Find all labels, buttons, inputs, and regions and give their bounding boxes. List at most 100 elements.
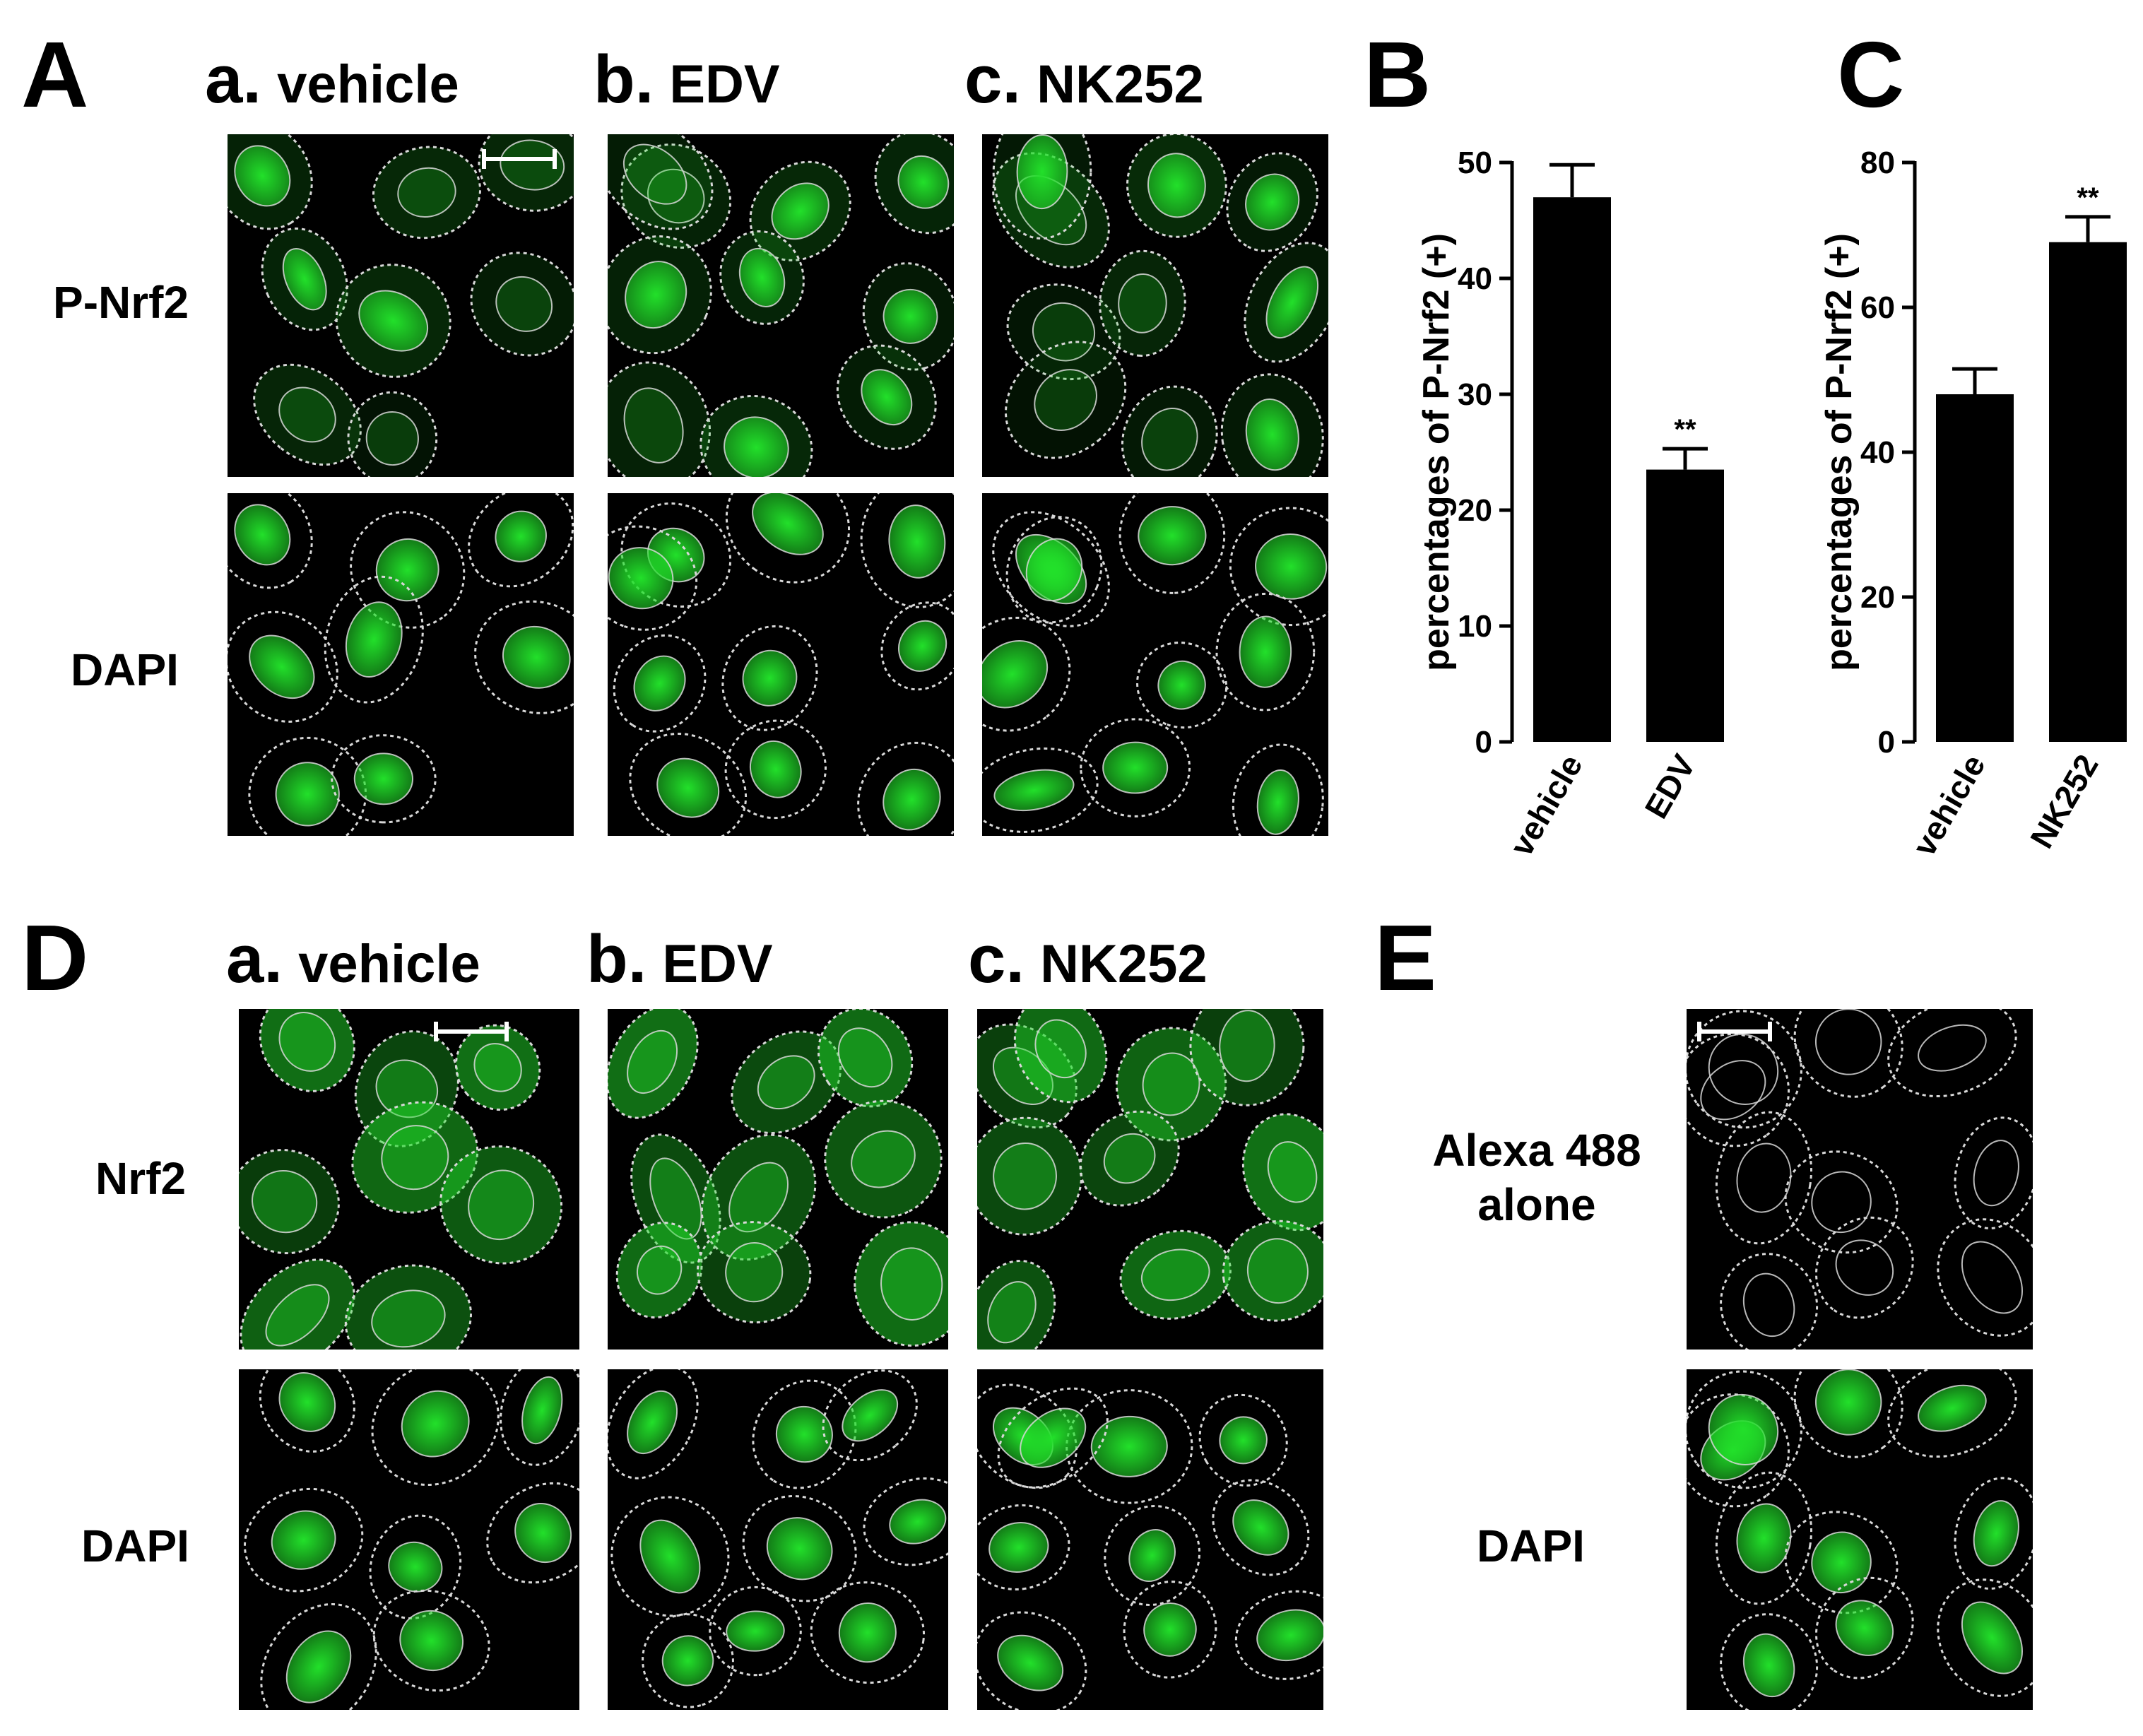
nucleus — [776, 1406, 832, 1463]
y-tick-label: 50 — [1458, 146, 1492, 180]
cell — [470, 252, 574, 357]
nucleus — [1026, 538, 1082, 601]
nucleus — [271, 1511, 336, 1569]
cell — [608, 361, 712, 477]
micrograph-canvas — [608, 493, 954, 836]
nucleus-outline — [401, 1390, 470, 1458]
nucleus — [515, 1503, 572, 1563]
cytoplasm — [346, 1265, 471, 1350]
nucleus-outline — [750, 740, 802, 798]
nucleus-outline — [1141, 407, 1198, 471]
scale-bar-e — [1697, 1022, 1772, 1041]
cell-outline — [725, 493, 851, 584]
y-axis-label: percentages of P-Nrf2 (+) — [1416, 233, 1457, 671]
nucleus-outline — [623, 387, 684, 463]
nucleus — [1144, 1603, 1196, 1656]
cell — [613, 634, 707, 733]
y-tick-label: 80 — [1860, 146, 1895, 180]
y-tick-label: 20 — [1458, 493, 1492, 528]
column-letter: c. — [968, 921, 1025, 997]
nucleus-outline — [1973, 1500, 2019, 1567]
cell-outline — [228, 134, 313, 230]
nucleus-outline — [1256, 1609, 1323, 1662]
nucleus-outline — [1142, 1052, 1200, 1116]
nucleus-outline — [345, 601, 403, 678]
nucleus — [627, 1030, 678, 1094]
nucleus — [726, 1242, 783, 1302]
nucleus — [899, 620, 947, 671]
cell-outline — [1793, 1009, 1903, 1098]
cell — [228, 493, 313, 589]
cell — [608, 134, 714, 230]
nucleus-outline — [1016, 134, 1068, 210]
column-header-a-edv: b. EDV — [594, 46, 780, 114]
cell-outline — [1720, 1253, 1819, 1350]
cell-outline — [369, 1514, 462, 1619]
cell — [719, 230, 805, 325]
cell-outline — [610, 1496, 730, 1617]
nucleus — [1743, 1634, 1795, 1697]
cell — [620, 143, 732, 249]
cell-outline — [1212, 1479, 1310, 1576]
nucleus — [372, 1290, 445, 1347]
cell — [608, 1369, 699, 1480]
nucleus — [890, 1499, 946, 1544]
cell — [982, 747, 1099, 833]
cell — [347, 391, 438, 477]
column-label: vehicle — [277, 54, 459, 114]
nucleus-outline — [1742, 1273, 1795, 1338]
cell-outline — [630, 1133, 721, 1264]
cell-outline — [1099, 249, 1186, 357]
cell — [699, 394, 813, 477]
nucleus — [354, 753, 413, 805]
panel-letter-c: C — [1837, 23, 1905, 126]
cell — [350, 511, 466, 629]
cell — [615, 1222, 703, 1319]
nucleus-outline — [252, 1170, 318, 1234]
nucleus-outline — [889, 1499, 947, 1545]
nucleus — [1247, 1239, 1308, 1304]
cell-outline — [752, 1379, 857, 1489]
nucleus-outline — [622, 143, 687, 205]
column-letter: b. — [594, 42, 654, 117]
cell — [1232, 743, 1324, 836]
cell — [992, 134, 1092, 240]
nucleus-outline — [275, 762, 340, 827]
nucleus-outline — [1918, 1024, 1987, 1072]
nucleus — [474, 1044, 521, 1092]
nucleus — [382, 1126, 449, 1190]
cytoplasm — [1005, 341, 1126, 459]
cell — [731, 1030, 842, 1135]
cell — [1887, 1009, 2017, 1098]
cell — [880, 601, 954, 691]
scale-bar-d — [434, 1022, 509, 1041]
nucleus — [1973, 1501, 2019, 1566]
cell-outline — [1005, 341, 1127, 459]
nucleus-outline — [1034, 1019, 1087, 1079]
nucleus — [625, 261, 687, 329]
panel-letter-b: B — [1364, 23, 1431, 126]
nucleus-outline — [838, 1602, 897, 1663]
nucleus-outline — [1246, 1238, 1309, 1304]
cell-outline — [709, 1586, 802, 1677]
x-category-label: NK252 — [2023, 748, 2106, 854]
nucleus-outline — [898, 620, 947, 672]
nucleus — [898, 155, 949, 208]
nucleus — [1118, 273, 1167, 333]
nucleus-outline — [627, 1029, 678, 1094]
nucleus — [724, 417, 789, 477]
cell — [1793, 1009, 1903, 1098]
nucleus-outline — [982, 639, 1049, 709]
cell-outline — [500, 1369, 579, 1466]
cell-outline — [331, 734, 437, 824]
nucleus-outline — [285, 1630, 352, 1703]
significance-marker: ** — [2077, 182, 2099, 213]
micrograph-canvas — [608, 134, 954, 477]
nucleus-outline — [771, 182, 830, 240]
cell — [478, 134, 574, 212]
nucleus — [398, 167, 456, 217]
nucleus — [496, 276, 553, 331]
cell — [1198, 1393, 1288, 1487]
cell-outline — [874, 134, 954, 235]
nucleus — [883, 289, 938, 343]
